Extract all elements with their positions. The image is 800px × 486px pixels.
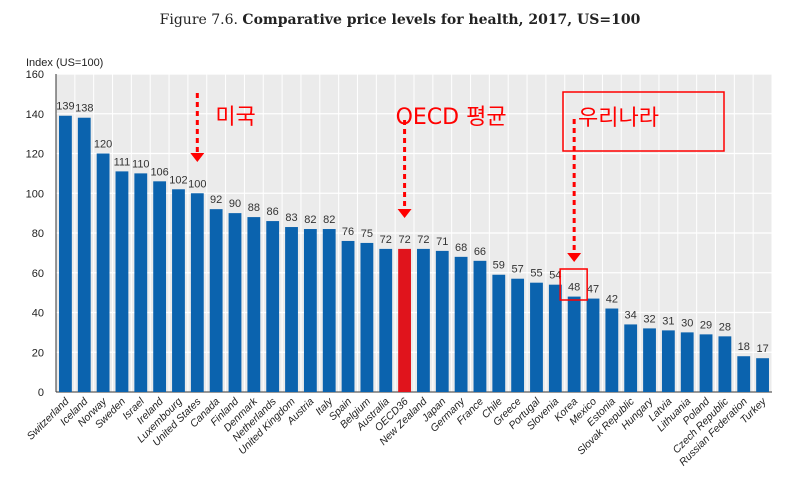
data-label: 72 — [417, 234, 429, 246]
data-label: 48 — [568, 282, 580, 294]
bar-mexico — [586, 298, 600, 392]
y-tick-label: 20 — [32, 347, 44, 359]
bar-luxembourg — [172, 189, 185, 392]
data-label: 88 — [248, 202, 260, 214]
data-label: 111 — [114, 156, 131, 168]
y-tick-label: 120 — [26, 149, 44, 161]
bar-korea — [567, 296, 581, 392]
y-tick-label: 100 — [26, 188, 44, 200]
bar-israel — [134, 173, 148, 392]
data-label: 76 — [342, 226, 354, 238]
bar-germany — [454, 256, 468, 392]
bar-poland — [699, 334, 713, 392]
bar-australia — [379, 248, 393, 392]
bar-canada — [209, 209, 223, 392]
bar-japan — [435, 250, 449, 392]
annotation-us: 미국 — [215, 105, 255, 130]
y-tick-label: 60 — [32, 268, 44, 280]
bar-united-kingdom — [285, 227, 298, 392]
y-tick-label: 160 — [26, 69, 44, 81]
data-label: 72 — [398, 234, 410, 246]
bar-estonia — [605, 308, 619, 392]
data-label: 72 — [380, 234, 392, 246]
bar-chile — [492, 274, 506, 392]
bar-italy — [322, 229, 336, 392]
data-label: 86 — [267, 206, 279, 218]
chart-title: Figure 7.6. Comparative price levels for… — [0, 12, 800, 28]
data-label: 47 — [587, 284, 599, 296]
data-label: 82 — [323, 214, 335, 226]
data-label: 66 — [474, 246, 486, 258]
data-label: 32 — [643, 313, 655, 325]
data-label: 71 — [436, 236, 448, 248]
data-label: 83 — [285, 212, 297, 224]
data-label: 29 — [700, 319, 712, 331]
data-label: 139 — [56, 101, 74, 113]
bar-lithuania — [680, 332, 694, 392]
data-label: 55 — [530, 268, 542, 280]
data-label: 57 — [512, 264, 524, 276]
title-text: Comparative price levels for health, 201… — [242, 12, 641, 28]
bar-latvia — [661, 330, 675, 392]
bar-switzerland — [59, 115, 72, 393]
data-label: 59 — [493, 260, 505, 272]
bar-slovenia — [548, 284, 562, 392]
bar-austria — [303, 229, 317, 392]
bar-turkey — [756, 358, 769, 392]
data-label: 120 — [94, 139, 112, 151]
data-label: 18 — [738, 341, 750, 353]
data-label: 138 — [75, 103, 93, 115]
data-label: 110 — [132, 158, 150, 170]
y-tick-label: 140 — [26, 109, 44, 121]
bar-hungary — [643, 328, 656, 392]
arrow-head-icon — [567, 253, 582, 262]
bar-sweden — [115, 171, 129, 392]
data-label: 102 — [169, 174, 187, 186]
bar-oecd36 — [398, 248, 411, 392]
data-label: 42 — [606, 294, 618, 306]
y-axis-label: Index (US=100) — [26, 57, 103, 69]
annotation-korea: 우리나라 — [578, 106, 659, 131]
data-label: 68 — [455, 242, 467, 254]
annotation-box — [562, 91, 725, 152]
data-label: 17 — [756, 343, 768, 355]
bar-belgium — [360, 242, 374, 392]
data-label: 31 — [662, 315, 674, 327]
bar-slovak-republic — [624, 324, 638, 392]
arrow-head-icon — [190, 153, 205, 162]
data-label: 30 — [681, 317, 693, 329]
data-label: 75 — [361, 228, 373, 240]
data-label: 82 — [304, 214, 316, 226]
figure-number: Figure 7.6. — [159, 12, 238, 28]
bar-new-zealand — [417, 248, 430, 392]
bar-finland — [228, 213, 242, 392]
data-label: 34 — [625, 309, 637, 321]
annotation-oecd: OECD 평균 — [396, 105, 507, 130]
arrow-head-icon — [397, 209, 412, 218]
y-tick-label: 0 — [38, 387, 44, 399]
bar-france — [473, 260, 487, 392]
bar-russian-federation — [737, 356, 751, 392]
bar-czech-republic — [718, 336, 732, 392]
bar-netherlands — [266, 221, 280, 392]
data-label: 100 — [188, 178, 206, 190]
bar-iceland — [77, 117, 91, 392]
bar-greece — [511, 278, 525, 392]
bar-united-states — [190, 193, 204, 392]
data-label: 28 — [719, 321, 731, 333]
bar-denmark — [247, 217, 261, 392]
bar-spain — [341, 240, 355, 392]
y-tick-label: 40 — [32, 308, 44, 320]
bar-portugal — [530, 282, 543, 392]
data-label: 106 — [150, 166, 168, 178]
bar-norway — [96, 153, 110, 392]
bar-ireland — [153, 181, 167, 392]
y-tick-label: 80 — [32, 228, 44, 240]
data-label: 90 — [229, 198, 241, 210]
data-label: 92 — [210, 194, 222, 206]
data-label: 54 — [549, 270, 561, 282]
korea-highlight-box — [559, 268, 588, 301]
